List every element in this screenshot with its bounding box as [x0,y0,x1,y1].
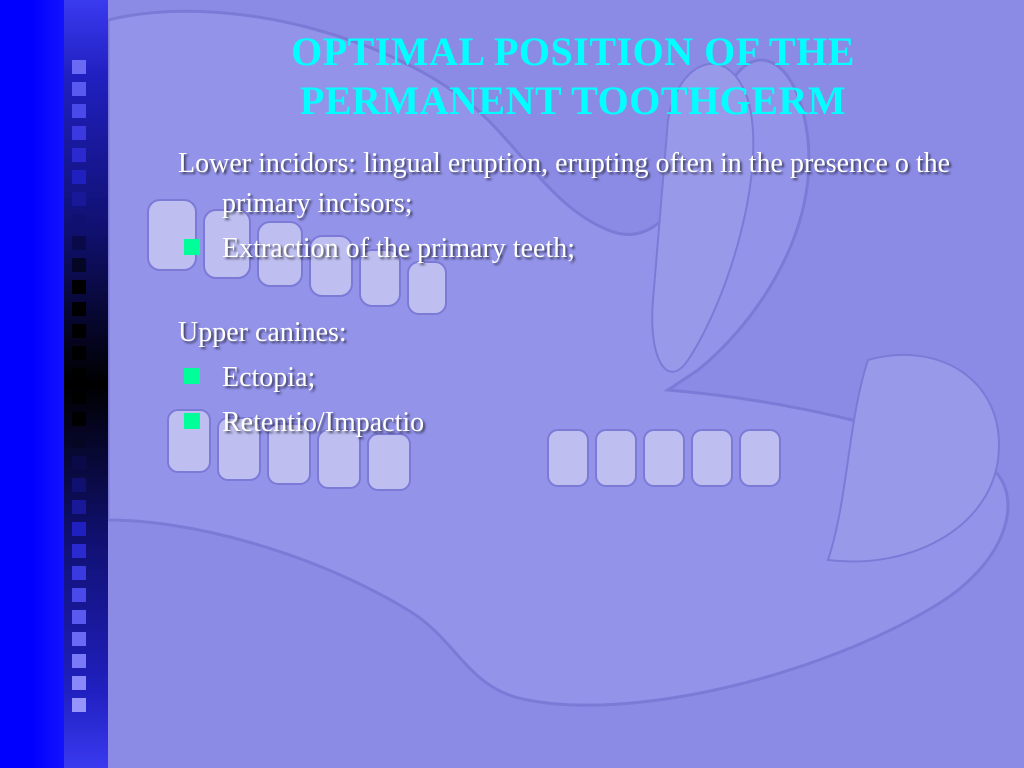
sidebar-square [72,478,86,492]
bullet-icon [184,368,200,384]
sidebar-square [72,302,86,316]
sidebar-square [72,368,86,382]
body-paragraph-text: Upper canines: [178,313,968,354]
body-paragraph-text: Lower incidors: lingual eruption, erupti… [178,144,968,225]
sidebar-square [72,214,86,228]
bullet-item: Extraction of the primary teeth; [178,229,968,270]
sidebar-square [72,148,86,162]
title-line-2: PERMANENT TOOTHGERM [300,78,846,123]
bullet-item: Retentio/Impactio [178,403,968,444]
sidebar-square [72,170,86,184]
sidebar-square [72,104,86,118]
sidebar-square [72,544,86,558]
slide-sidebar-accent [64,0,108,768]
spacer [178,273,968,313]
bullet-text: Retentio/Impactio [222,407,424,438]
sidebar-square [72,566,86,580]
sidebar-square [72,456,86,470]
slide-content: OPTIMAL POSITION OF THE PERMANENT TOOTHG… [178,28,968,447]
sidebar-square [72,588,86,602]
sidebar-square [72,258,86,272]
bullet-text: Ectopia; [222,362,315,393]
sidebar-square [72,412,86,426]
sidebar-square [72,654,86,668]
sidebar-square [72,280,86,294]
sidebar-square [72,126,86,140]
bullet-item: Ectopia; [178,358,968,399]
body-paragraph: Lower incidors: lingual eruption, erupti… [178,144,968,225]
sidebar-square [72,610,86,624]
body-paragraph: Upper canines: [178,313,968,354]
sidebar-square [72,346,86,360]
sidebar-square [72,522,86,536]
bullet-icon [184,413,200,429]
sidebar-square [72,390,86,404]
slide-body: Lower incidors: lingual eruption, erupti… [178,144,968,444]
sidebar-square [72,632,86,646]
bullet-icon [184,239,200,255]
slide-title: OPTIMAL POSITION OF THE PERMANENT TOOTHG… [178,28,968,126]
sidebar-square [72,434,86,448]
sidebar-square [72,60,86,74]
sidebar-square [72,500,86,514]
slide-main: OPTIMAL POSITION OF THE PERMANENT TOOTHG… [108,0,1024,768]
sidebar-square [72,676,86,690]
sidebar-square [72,698,86,712]
sidebar-square [72,192,86,206]
sidebar-square [72,324,86,338]
title-line-1: OPTIMAL POSITION OF THE [291,29,855,74]
sidebar-square [72,236,86,250]
bullet-text: Extraction of the primary teeth; [222,233,575,264]
sidebar-square [72,82,86,96]
